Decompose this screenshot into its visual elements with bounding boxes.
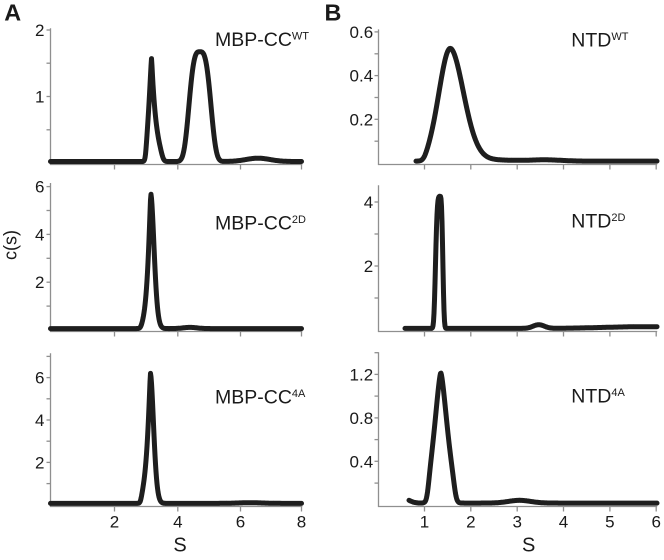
- svg-text:S: S: [173, 534, 186, 555]
- svg-text:4: 4: [35, 225, 44, 244]
- svg-text:1: 1: [35, 88, 44, 107]
- svg-text:1.2: 1.2: [350, 365, 374, 384]
- svg-text:6: 6: [35, 369, 44, 388]
- svg-text:2: 2: [35, 273, 44, 292]
- svg-text:2: 2: [110, 513, 119, 532]
- svg-text:6: 6: [236, 513, 245, 532]
- svg-text:4: 4: [173, 513, 182, 532]
- svg-text:4: 4: [559, 513, 568, 532]
- svg-text:0.4: 0.4: [350, 452, 374, 471]
- svg-text:c(s): c(s): [0, 230, 20, 260]
- svg-text:8: 8: [297, 513, 306, 532]
- svg-text:0.8: 0.8: [350, 409, 374, 428]
- svg-text:2: 2: [35, 21, 44, 40]
- svg-text:MBP-CC4A: MBP-CC4A: [215, 387, 306, 409]
- svg-text:0.4: 0.4: [350, 67, 374, 86]
- svg-text:0.6: 0.6: [350, 23, 374, 42]
- svg-text:MBP-CC2D: MBP-CC2D: [215, 213, 306, 235]
- svg-text:A: A: [4, 0, 21, 26]
- svg-text:2: 2: [35, 453, 44, 472]
- svg-text:S: S: [522, 534, 535, 555]
- svg-text:2: 2: [466, 513, 475, 532]
- svg-text:B: B: [325, 0, 342, 26]
- svg-text:6: 6: [651, 513, 660, 532]
- svg-text:5: 5: [605, 513, 614, 532]
- svg-text:3: 3: [512, 513, 521, 532]
- svg-text:6: 6: [35, 178, 44, 197]
- svg-text:4: 4: [364, 193, 373, 212]
- svg-text:0.2: 0.2: [350, 110, 374, 129]
- svg-text:4: 4: [35, 411, 44, 430]
- svg-text:MBP-CCWT: MBP-CCWT: [215, 29, 309, 51]
- svg-text:1: 1: [420, 513, 429, 532]
- svg-text:2: 2: [364, 257, 373, 276]
